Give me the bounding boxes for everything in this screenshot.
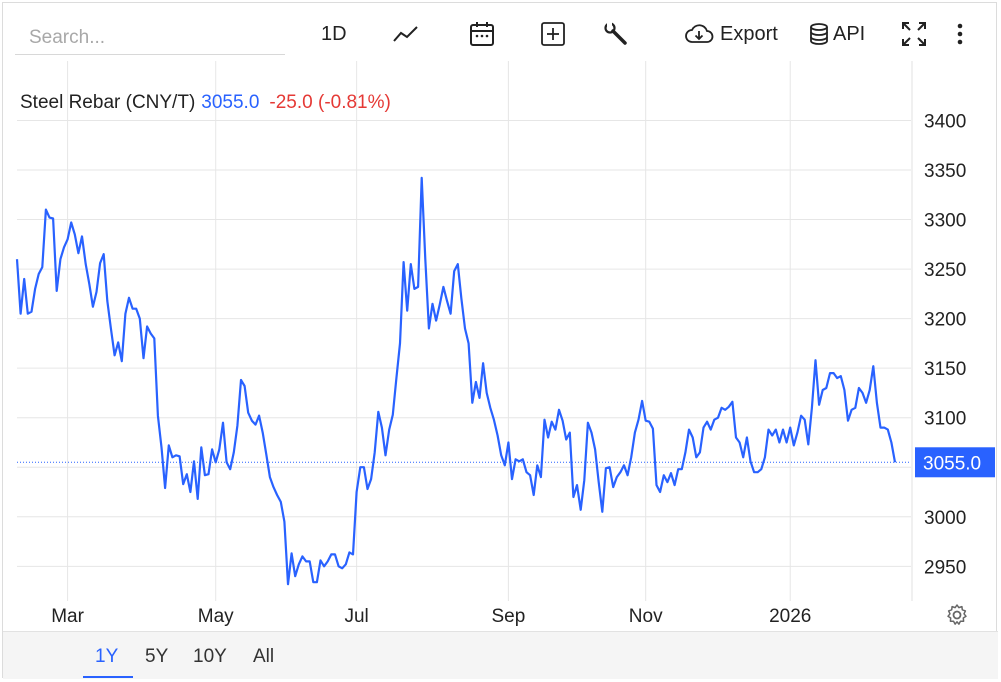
range-button-5y[interactable]: 5Y: [145, 646, 169, 667]
fullscreen-icon[interactable]: [901, 17, 927, 51]
x-tick-label: May: [198, 606, 234, 627]
toolbar: 1D Export API: [3, 3, 998, 63]
line-chart-icon[interactable]: [392, 17, 420, 51]
interval-label: 1D: [321, 22, 347, 45]
database-icon: [809, 22, 829, 46]
y-tick-label: 3100: [924, 409, 966, 430]
cloud-download-icon: [684, 22, 714, 46]
legend-series-name: Steel Rebar (CNY/T): [20, 92, 195, 113]
add-indicator-icon[interactable]: [540, 17, 566, 51]
x-tick-label: 2026: [769, 606, 811, 627]
export-button[interactable]: Export: [684, 17, 778, 51]
y-tick-label: 3000: [924, 508, 966, 529]
api-label: API: [833, 22, 866, 45]
y-tick-label: 3400: [924, 111, 966, 132]
range-button-1y[interactable]: 1Y: [95, 646, 119, 667]
y-tick-label: 2950: [924, 557, 966, 578]
active-range-indicator: [83, 676, 133, 678]
export-label: Export: [720, 22, 778, 45]
legend: Steel Rebar (CNY/T) 3055.0 -25.0 (-0.81%): [20, 92, 391, 113]
y-axis: 2950 3000 3100 3150 3200 3250 3300 3350 3400: [924, 111, 966, 578]
last-price-tag: [915, 447, 995, 478]
y-tick-label: 3200: [924, 310, 966, 331]
calendar-icon[interactable]: [469, 17, 495, 51]
x-tick-label: Sep: [491, 606, 525, 627]
grid-lines: [17, 61, 911, 601]
wrench-icon[interactable]: [603, 17, 629, 51]
range-selector: 1Y 5Y 10Y All: [3, 631, 998, 679]
last-price-tag-label: 3055.0: [923, 453, 981, 474]
y-tick-label: 3250: [924, 260, 966, 281]
search-input[interactable]: [15, 21, 285, 55]
x-tick-label: Nov: [629, 606, 663, 627]
interval-button[interactable]: 1D: [321, 17, 347, 51]
x-tick-label: Mar: [51, 606, 84, 627]
y-tick-label: 3300: [924, 211, 966, 232]
range-button-10y[interactable]: 10Y: [193, 646, 227, 667]
more-vertical-icon[interactable]: [953, 17, 967, 51]
range-button-all[interactable]: All: [253, 646, 275, 667]
legend-price: 3055.0: [201, 92, 259, 113]
x-tick-label: Jul: [344, 606, 368, 627]
settings-gear-icon[interactable]: [945, 603, 969, 627]
price-chart: 2950 3000 3100 3150 3200 3250 3300 3350 3400 Mar…: [15, 61, 995, 627]
legend-change: -25.0 (-0.81%): [269, 92, 390, 113]
y-tick-label: 3350: [924, 161, 966, 182]
series-line-steel-rebar[interactable]: [15, 176, 897, 586]
y-tick-label: 3150: [924, 359, 966, 380]
api-button[interactable]: API: [809, 17, 865, 51]
x-axis: Mar May Jul Sep Nov 2026: [51, 606, 811, 627]
